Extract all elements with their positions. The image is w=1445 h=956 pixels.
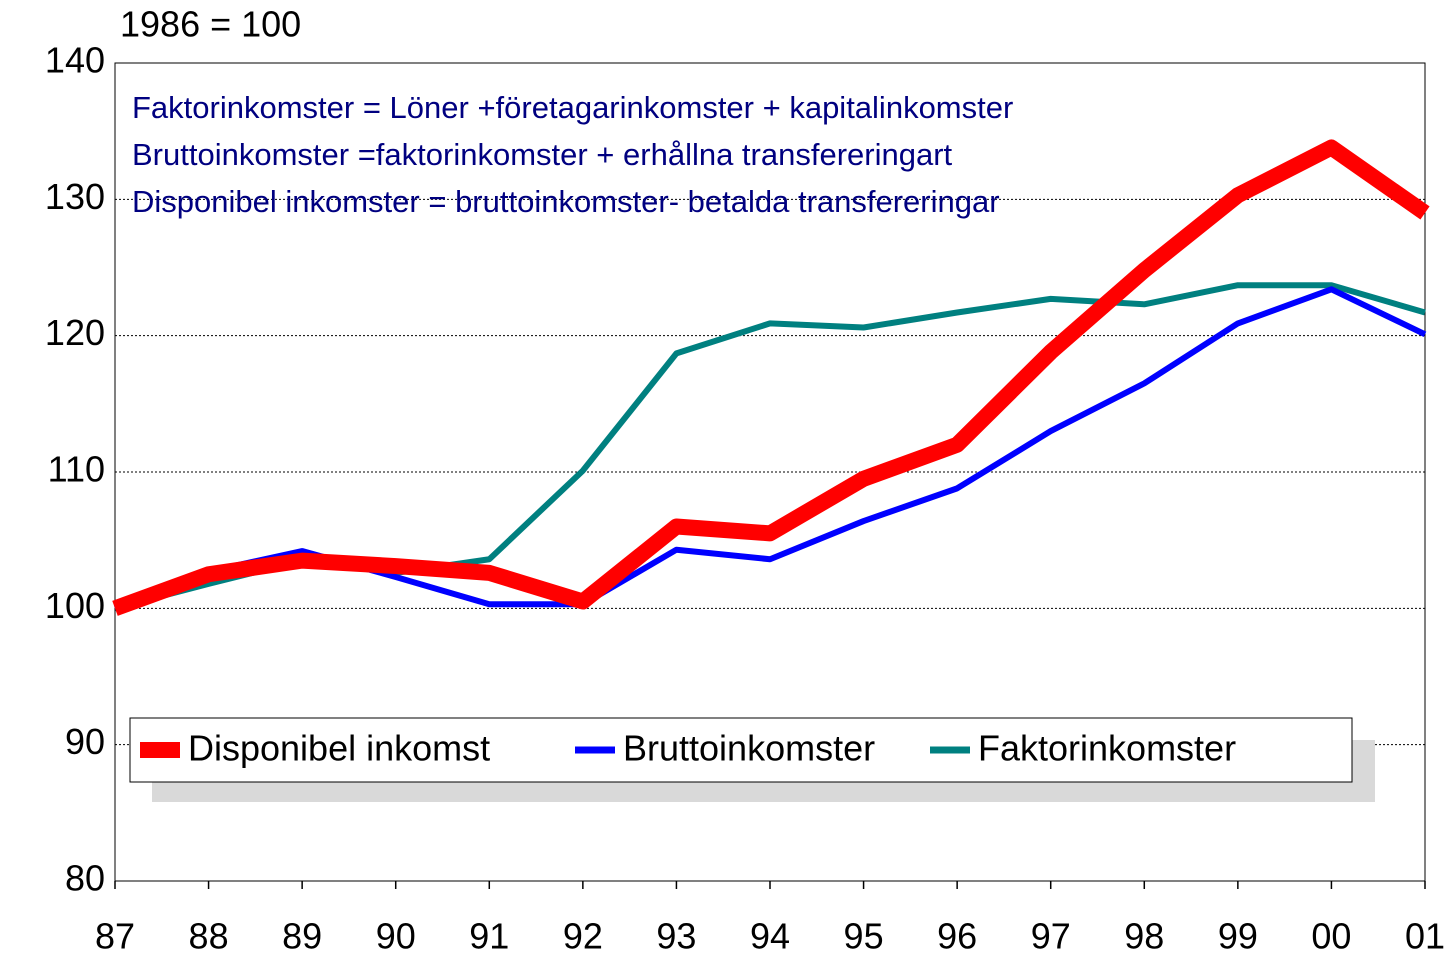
legend-label: Disponibel inkomst <box>188 728 490 769</box>
y-tick-label: 80 <box>65 858 105 899</box>
x-tick-label: 92 <box>563 916 603 956</box>
x-tick-label: 94 <box>750 916 790 956</box>
annotation: Faktorinkomster = Löner +företagarinkoms… <box>132 90 1013 125</box>
x-tick-label: 97 <box>1031 916 1071 956</box>
y-tick-label: 120 <box>45 312 105 353</box>
series-line <box>112 139 1430 616</box>
y-tick-label: 140 <box>45 40 105 81</box>
legend-box <box>129 717 1353 783</box>
x-tick-label: 01 <box>1405 916 1445 956</box>
x-tick-label: 90 <box>376 916 416 956</box>
y-tick-label: 90 <box>65 721 105 762</box>
x-tick-label: 99 <box>1218 916 1258 956</box>
x-tick-label: 96 <box>937 916 977 956</box>
x-tick-label: 91 <box>469 916 509 956</box>
legend-label: Bruttoinkomster <box>623 728 875 769</box>
x-tick-label: 00 <box>1311 916 1351 956</box>
y-tick-label: 130 <box>45 176 105 217</box>
x-tick-label: 93 <box>656 916 696 956</box>
annotation: Bruttoinkomster =faktorinkomster + erhål… <box>132 137 953 172</box>
x-tick-label: 89 <box>282 916 322 956</box>
y-tick-label: 100 <box>45 585 105 626</box>
annotation: Disponibel inkomster = bruttoinkomster- … <box>132 184 1000 219</box>
x-tick-label: 88 <box>189 916 229 956</box>
y-tick-label: 110 <box>48 449 105 490</box>
legend-label: Faktorinkomster <box>978 728 1236 769</box>
x-tick-label: 87 <box>95 916 135 956</box>
subtitle: 1986 = 100 <box>120 4 301 45</box>
x-tick-label: 95 <box>844 916 884 956</box>
x-tick-label: 98 <box>1124 916 1164 956</box>
